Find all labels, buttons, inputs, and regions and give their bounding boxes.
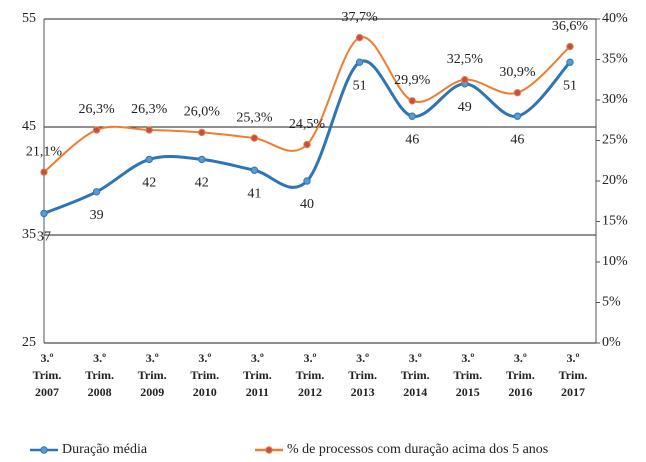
marker (92, 126, 101, 134)
x-tick-label: 3.º Trim. 2007 (33, 351, 62, 399)
x-tick-label: 3.º Trim. 2015 (453, 351, 482, 399)
marker (355, 33, 364, 42)
marker (40, 209, 48, 218)
data-label: 26,3% (131, 102, 168, 117)
data-label: 37,7% (342, 10, 379, 25)
data-label: 51 (353, 78, 367, 93)
series-line (43, 59, 572, 215)
y2-tick-label: 20% (602, 173, 628, 188)
data-label: 42 (195, 176, 209, 191)
data-label: 46 (510, 132, 524, 147)
marker (198, 128, 206, 137)
data-label: 32,5% (447, 52, 484, 67)
marker (513, 112, 522, 120)
marker (92, 188, 101, 196)
y2-tick-label: 40% (602, 11, 628, 26)
data-label: 49 (458, 100, 472, 115)
marker (461, 76, 469, 84)
y2-tick-label: 30% (602, 92, 628, 107)
y-tick-label: 55 (22, 11, 36, 26)
data-label: 21,1% (26, 144, 63, 159)
data-label: 41 (247, 186, 261, 201)
marker (513, 89, 522, 97)
data-label: 24,5% (289, 117, 326, 132)
marker (40, 168, 48, 176)
legend-label: % de processos com duração acima dos 5 a… (287, 442, 548, 457)
data-label: 46 (405, 132, 419, 147)
marker (145, 126, 153, 134)
data-label: 26,0% (184, 105, 221, 120)
y-tick-label: 45 (22, 119, 36, 134)
marker (355, 58, 364, 66)
x-tick-label: 3.º Trim. 2011 (243, 351, 272, 399)
y2-tick-label: 0% (602, 335, 621, 350)
y2-tick-label: 35% (602, 52, 628, 67)
x-tick-label: 3.º Trim. 2012 (296, 351, 325, 399)
x-tick-label: 3.º Trim. 2013 (348, 351, 377, 399)
x-tick-label: 3.º Trim. 2016 (506, 351, 535, 399)
data-label: 29,9% (394, 73, 431, 88)
x-tick-label: 3.º Trim. 2017 (559, 351, 588, 399)
legend-marker (40, 446, 48, 454)
legend-label: Duração média (62, 442, 148, 457)
data-label: 37 (37, 230, 51, 245)
marker (303, 140, 311, 149)
x-tick-label: 3.º Trim. 2008 (85, 351, 114, 399)
marker (198, 155, 206, 164)
x-tick-label: 3.º Trim. 2009 (138, 351, 167, 399)
data-label: 39 (90, 208, 104, 223)
data-label: 42 (142, 176, 156, 191)
data-label: 40 (300, 197, 314, 212)
data-label: 25,3% (236, 110, 273, 125)
x-tick-label: 3.º Trim. 2010 (190, 351, 219, 399)
marker (145, 155, 153, 164)
marker (250, 134, 259, 142)
data-label: 26,3% (79, 102, 116, 117)
data-label: 51 (563, 78, 577, 93)
y2-tick-label: 15% (602, 214, 628, 229)
y-tick-label: 25 (22, 335, 36, 350)
series-line (43, 36, 571, 173)
x-tick-label: 3.º Trim. 2014 (401, 351, 430, 399)
y2-tick-label: 10% (602, 254, 628, 269)
marker (303, 177, 311, 185)
data-label: 30,9% (499, 65, 536, 80)
y2-tick-label: 5% (602, 295, 621, 310)
y-tick-label: 35 (22, 227, 36, 242)
marker (408, 97, 416, 105)
legend-marker (265, 446, 273, 454)
marker (566, 42, 574, 51)
y2-tick-label: 25% (602, 133, 628, 148)
marker (250, 166, 259, 174)
data-label: 36,6% (552, 19, 589, 34)
marker (566, 58, 574, 66)
marker (408, 112, 416, 120)
